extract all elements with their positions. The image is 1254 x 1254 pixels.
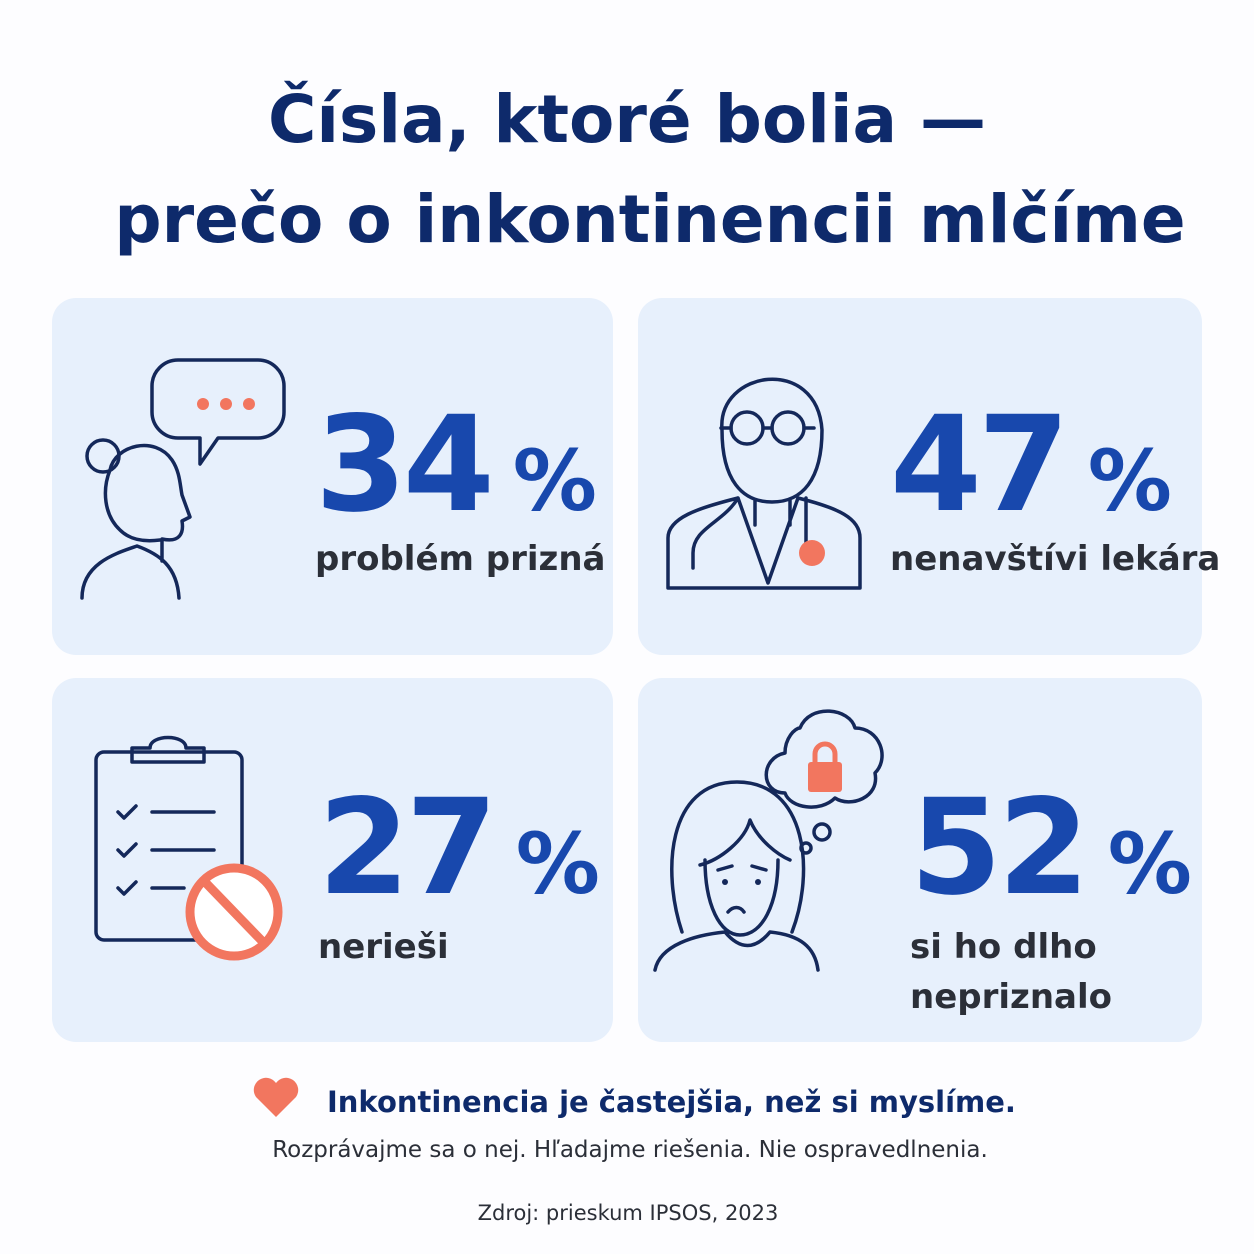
stat-value: 34 (315, 388, 491, 542)
stat-unit: % (1088, 432, 1172, 530)
source: Zdroj: prieskum IPSOS, 2023 (478, 1201, 779, 1225)
stat-unit: % (1108, 815, 1192, 913)
stat-value: 27 (318, 771, 494, 925)
icon-doctor (666, 377, 862, 590)
title-line: Čísla, ktoré bolia — (268, 81, 986, 158)
card (638, 678, 1202, 1042)
title-line: prečo o inkontinencii mlčíme (114, 181, 1185, 258)
stat-label: problém prizná (315, 539, 605, 579)
card (52, 298, 613, 655)
footer-headline: Inkontinencia je častejšia, než si myslí… (327, 1085, 1016, 1119)
icon-secret (653, 709, 884, 972)
card (638, 298, 1202, 655)
stat-value: 52 (910, 771, 1086, 925)
footer-subline: Rozprávajme sa o nej. Hľadajme riešenia.… (272, 1137, 988, 1163)
stat-unit: % (513, 432, 597, 530)
heart-icon (253, 1077, 299, 1117)
stat-unit: % (516, 815, 600, 913)
stat-label: nerieši (318, 927, 449, 967)
stat-label: si ho dlho (910, 927, 1097, 967)
card (52, 678, 613, 1042)
icon-clipboard (94, 735, 283, 961)
stat-label: nepriznalo (910, 977, 1112, 1017)
stat-value: 47 (890, 388, 1066, 542)
icon-talk (80, 358, 286, 600)
stat-label: nenavštívi lekára (890, 539, 1220, 579)
